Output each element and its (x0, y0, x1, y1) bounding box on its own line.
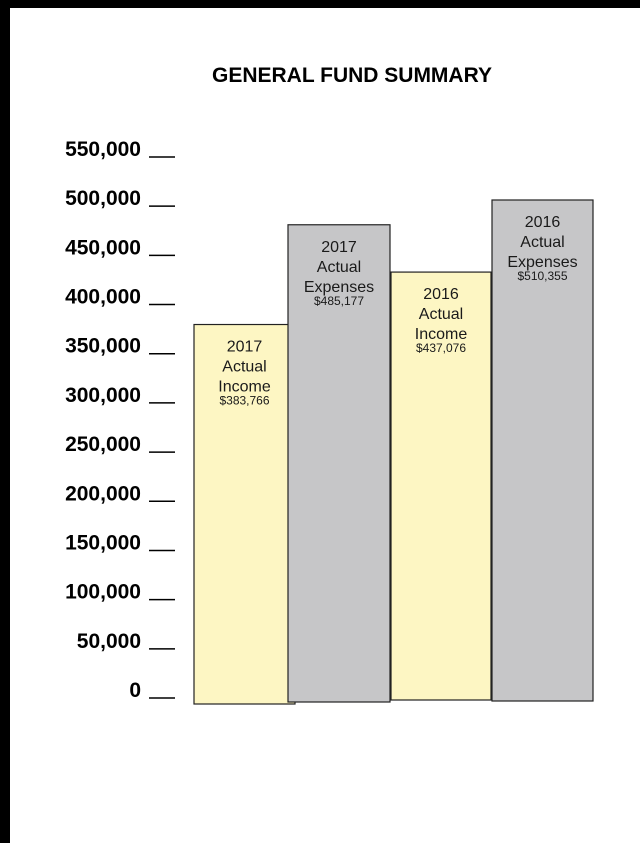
y-tick-label: 0 (129, 679, 141, 702)
y-tick-label: 50,000 (77, 630, 141, 653)
bar-year-label: 2017 (227, 339, 263, 356)
bar-rect (390, 271, 492, 701)
y-axis: 0 50,000 100,000 150,000 200,000 250,000 300,0… (65, 138, 175, 702)
bar-category-label: Income (415, 326, 468, 343)
bar-year-label: 2016 (525, 214, 561, 231)
y-tick-label: 100,000 (65, 581, 141, 604)
chart-title: GENERAL FUND SUMMARY (212, 64, 492, 87)
y-tick-label: 150,000 (65, 531, 141, 554)
bar-category-label: Expenses (304, 279, 374, 296)
y-tick-label: 250,000 (65, 433, 141, 456)
y-tick-label: 500,000 (65, 187, 141, 210)
bar-2017-expenses: 2017 Actual Expenses$485,177 (287, 224, 391, 703)
bar-category-label: Income (218, 379, 271, 396)
bar-kind-label: Actual (317, 259, 361, 276)
bar-year-label: 2016 (423, 286, 459, 303)
bar-kind-label: Actual (419, 306, 463, 323)
bar-chart: GENERAL FUND SUMMARY 0 50,000 100,000 150,0… (65, 64, 594, 705)
bar-2016-income: 2016 Actual Income$437,076 (390, 271, 492, 701)
bars-group: 2017ActualIncome$383,7662017ActualExpens… (193, 199, 594, 705)
bar-kind-label: Actual (520, 234, 564, 251)
y-tick-label: 350,000 (65, 335, 141, 358)
bar-rect (193, 323, 296, 705)
bar-value-label: $485,177 (314, 294, 364, 308)
y-tick-label: 300,000 (65, 384, 141, 407)
y-tick-label: 400,000 (65, 286, 141, 309)
bar-rect (287, 224, 391, 703)
bar-2016-expenses: 2016 Actual Expenses$510,355 (491, 199, 594, 702)
bar-value-label: $510,355 (517, 269, 567, 283)
y-tick-label: 200,000 (65, 482, 141, 505)
y-tick-label: 450,000 (65, 236, 141, 259)
bar-value-label: $437,076 (416, 341, 466, 355)
bar-year-label: 2017 (321, 239, 357, 256)
y-tick-label: 550,000 (65, 138, 141, 161)
bar-kind-label: Actual (222, 359, 266, 376)
bar-category-label: Expenses (507, 254, 577, 271)
bar-2017-income: 2017 Actual Income$383,766 (193, 323, 296, 705)
bar-value-label: $383,766 (219, 394, 269, 408)
bar-rect (491, 199, 594, 702)
